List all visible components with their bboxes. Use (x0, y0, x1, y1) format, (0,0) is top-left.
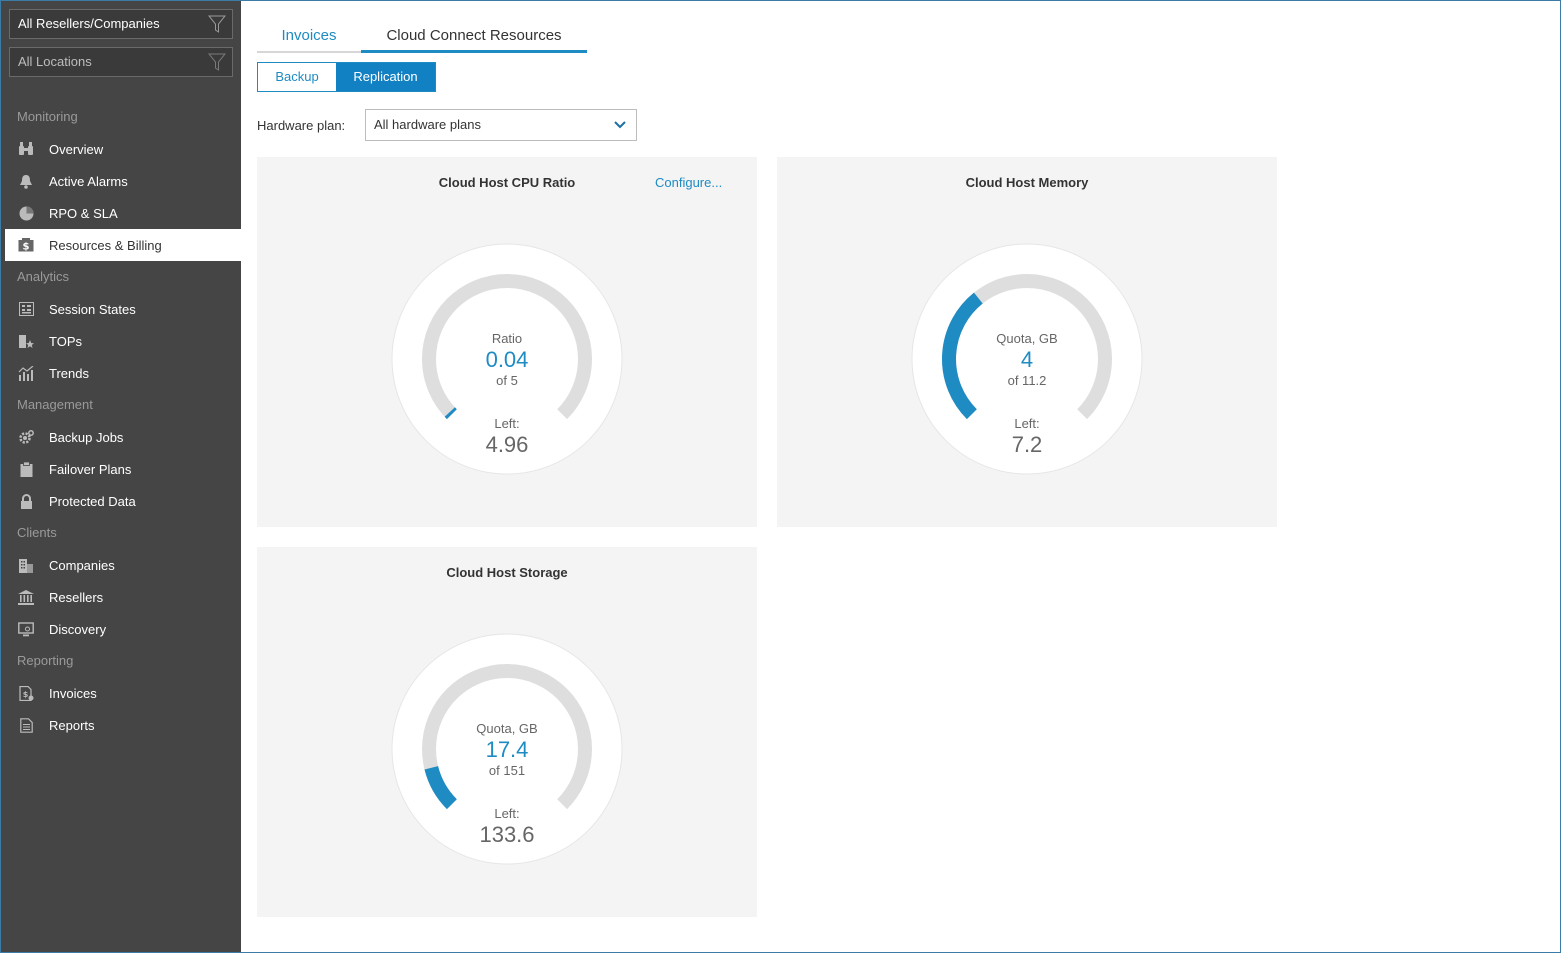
sidebar-item-reports[interactable]: Reports (5, 709, 241, 741)
tab-invoices[interactable]: Invoices (257, 23, 361, 53)
sidebar-item-label: Protected Data (49, 493, 136, 509)
sidebar-item-label: Active Alarms (49, 173, 128, 189)
sidebar-item-overview[interactable]: Overview (5, 133, 241, 165)
tops-icon (17, 333, 35, 349)
hardware-plan-label: Hardware plan: (257, 118, 346, 133)
sidebar-item-label: Trends (49, 365, 89, 381)
gauge-fill (444, 407, 457, 420)
sidebar-item-resources-billing[interactable]: $ Resources & Billing (5, 229, 241, 261)
lock-icon (17, 493, 35, 509)
sidebar-item-session-states[interactable]: Session States (5, 293, 241, 325)
section-clients: Clients (17, 525, 57, 540)
memory-card: Cloud Host Memory Quota, GB 4 of 11.2 Le… (777, 157, 1277, 527)
gauge-caption: Quota, GB (996, 331, 1058, 346)
sidebar-item-label: Failover Plans (49, 461, 132, 477)
report-icon (17, 717, 35, 733)
sidebar-item-rpo-sla[interactable]: RPO & SLA (5, 197, 241, 229)
section-analytics: Analytics (17, 269, 70, 284)
sidebar-item-backup-jobs[interactable]: Backup Jobs (5, 421, 241, 453)
section-monitoring: Monitoring (17, 109, 78, 124)
sidebar: All Resellers/Companies All Locations Mo… (0, 0, 241, 953)
sidebar-item-label: Discovery (49, 621, 107, 637)
chevron-down-icon (614, 121, 626, 129)
sidebar-item-label: Overview (49, 141, 104, 157)
sidebar-item-label: Reports (49, 717, 95, 733)
sidebar-item-failover-plans[interactable]: Failover Plans (5, 453, 241, 485)
svg-text:$: $ (22, 690, 28, 699)
section-management: Management (17, 397, 93, 412)
trends-icon (17, 365, 35, 381)
gauge-fill (942, 292, 983, 420)
funnel-icon[interactable] (208, 15, 226, 33)
cpu-ratio-card: Cloud Host CPU Ratio Configure... Ratio … (257, 157, 757, 527)
gauge-caption: Quota, GB (476, 721, 538, 736)
gauge-caption: Ratio (491, 331, 523, 346)
sidebar-item-label: RPO & SLA (49, 205, 118, 221)
tab-cloud-connect-resources[interactable]: Cloud Connect Resources (361, 23, 587, 53)
hardware-plan-select[interactable]: All hardware plans (365, 109, 637, 141)
resellers-filter-label: All Resellers/Companies (18, 16, 160, 31)
card-title: Cloud Host Memory (965, 175, 1089, 190)
main-tabs: Invoices Cloud Connect Resources (257, 23, 587, 53)
binoculars-icon (17, 141, 35, 157)
backup-replication-toggle: Backup Replication (257, 62, 436, 92)
sidebar-item-label: Resources & Billing (49, 237, 162, 253)
card-title: Cloud Host Storage (446, 565, 568, 580)
grid-icon (17, 301, 35, 317)
gauge-left-label: Left: (494, 806, 520, 821)
gauge-track (422, 274, 592, 420)
gauge-left-value: 4.96 (485, 432, 529, 457)
replication-button[interactable]: Replication (336, 63, 435, 91)
sidebar-item-label: Companies (49, 557, 115, 573)
gauge-track (422, 664, 592, 810)
sidebar-item-label: Resellers (49, 589, 104, 605)
configure-link[interactable]: Configure... (655, 175, 723, 190)
sidebar-item-companies[interactable]: Companies (5, 549, 241, 581)
gear-icon (17, 429, 35, 445)
clipboard-icon (17, 461, 35, 477)
gauge-left-label: Left: (494, 416, 520, 431)
building-icon (17, 557, 35, 573)
sidebar-item-trends[interactable]: Trends (5, 357, 241, 389)
locations-filter[interactable]: All Locations (9, 47, 233, 77)
gauge-fill (424, 765, 457, 810)
locations-filter-label: All Locations (18, 54, 92, 69)
pie-icon (17, 205, 35, 221)
gauge-value: 4 (1020, 347, 1034, 372)
storage-gauge (391, 633, 623, 865)
cpu-gauge (391, 243, 623, 475)
resellers-filter[interactable]: All Resellers/Companies (9, 9, 233, 39)
gauge-total: of 11.2 (1007, 373, 1047, 388)
gauge-total: of 5 (496, 373, 518, 388)
backup-button[interactable]: Backup (258, 63, 336, 91)
sidebar-item-resellers[interactable]: Resellers (5, 581, 241, 613)
sidebar-item-label: Backup Jobs (49, 429, 124, 445)
bell-icon (17, 173, 35, 189)
sidebar-item-protected-data[interactable]: Protected Data (5, 485, 241, 517)
gauge-left-value: 133.6 (479, 822, 535, 847)
sidebar-item-label: Invoices (49, 685, 97, 701)
sidebar-item-label: TOPs (49, 333, 82, 349)
gauge-left-label: Left: (1014, 416, 1040, 431)
sidebar-item-invoices[interactable]: $ Invoices (5, 677, 241, 709)
sidebar-item-tops[interactable]: TOPs (5, 325, 241, 357)
gauge-value: 0.04 (485, 347, 529, 372)
gauge-total: of 151 (488, 763, 526, 778)
svg-text:$: $ (23, 242, 30, 253)
gauge-left-value: 7.2 (1011, 432, 1043, 457)
storage-card: Cloud Host Storage Quota, GB 17.4 of 151… (257, 547, 757, 917)
invoice-icon: $ (17, 685, 35, 701)
hardware-plan-value: All hardware plans (374, 117, 481, 132)
sidebar-item-label: Session States (49, 301, 136, 317)
monitor-icon (17, 621, 35, 637)
section-reporting: Reporting (17, 653, 74, 668)
card-title: Cloud Host CPU Ratio (438, 175, 576, 190)
sidebar-item-discovery[interactable]: Discovery (5, 613, 241, 645)
sidebar-item-active-alarms[interactable]: Active Alarms (5, 165, 241, 197)
gauge-value: 17.4 (485, 737, 529, 762)
funnel-icon[interactable] (208, 53, 226, 71)
bank-icon (17, 589, 35, 605)
dollar-icon: $ (17, 237, 35, 253)
memory-gauge (911, 243, 1143, 475)
